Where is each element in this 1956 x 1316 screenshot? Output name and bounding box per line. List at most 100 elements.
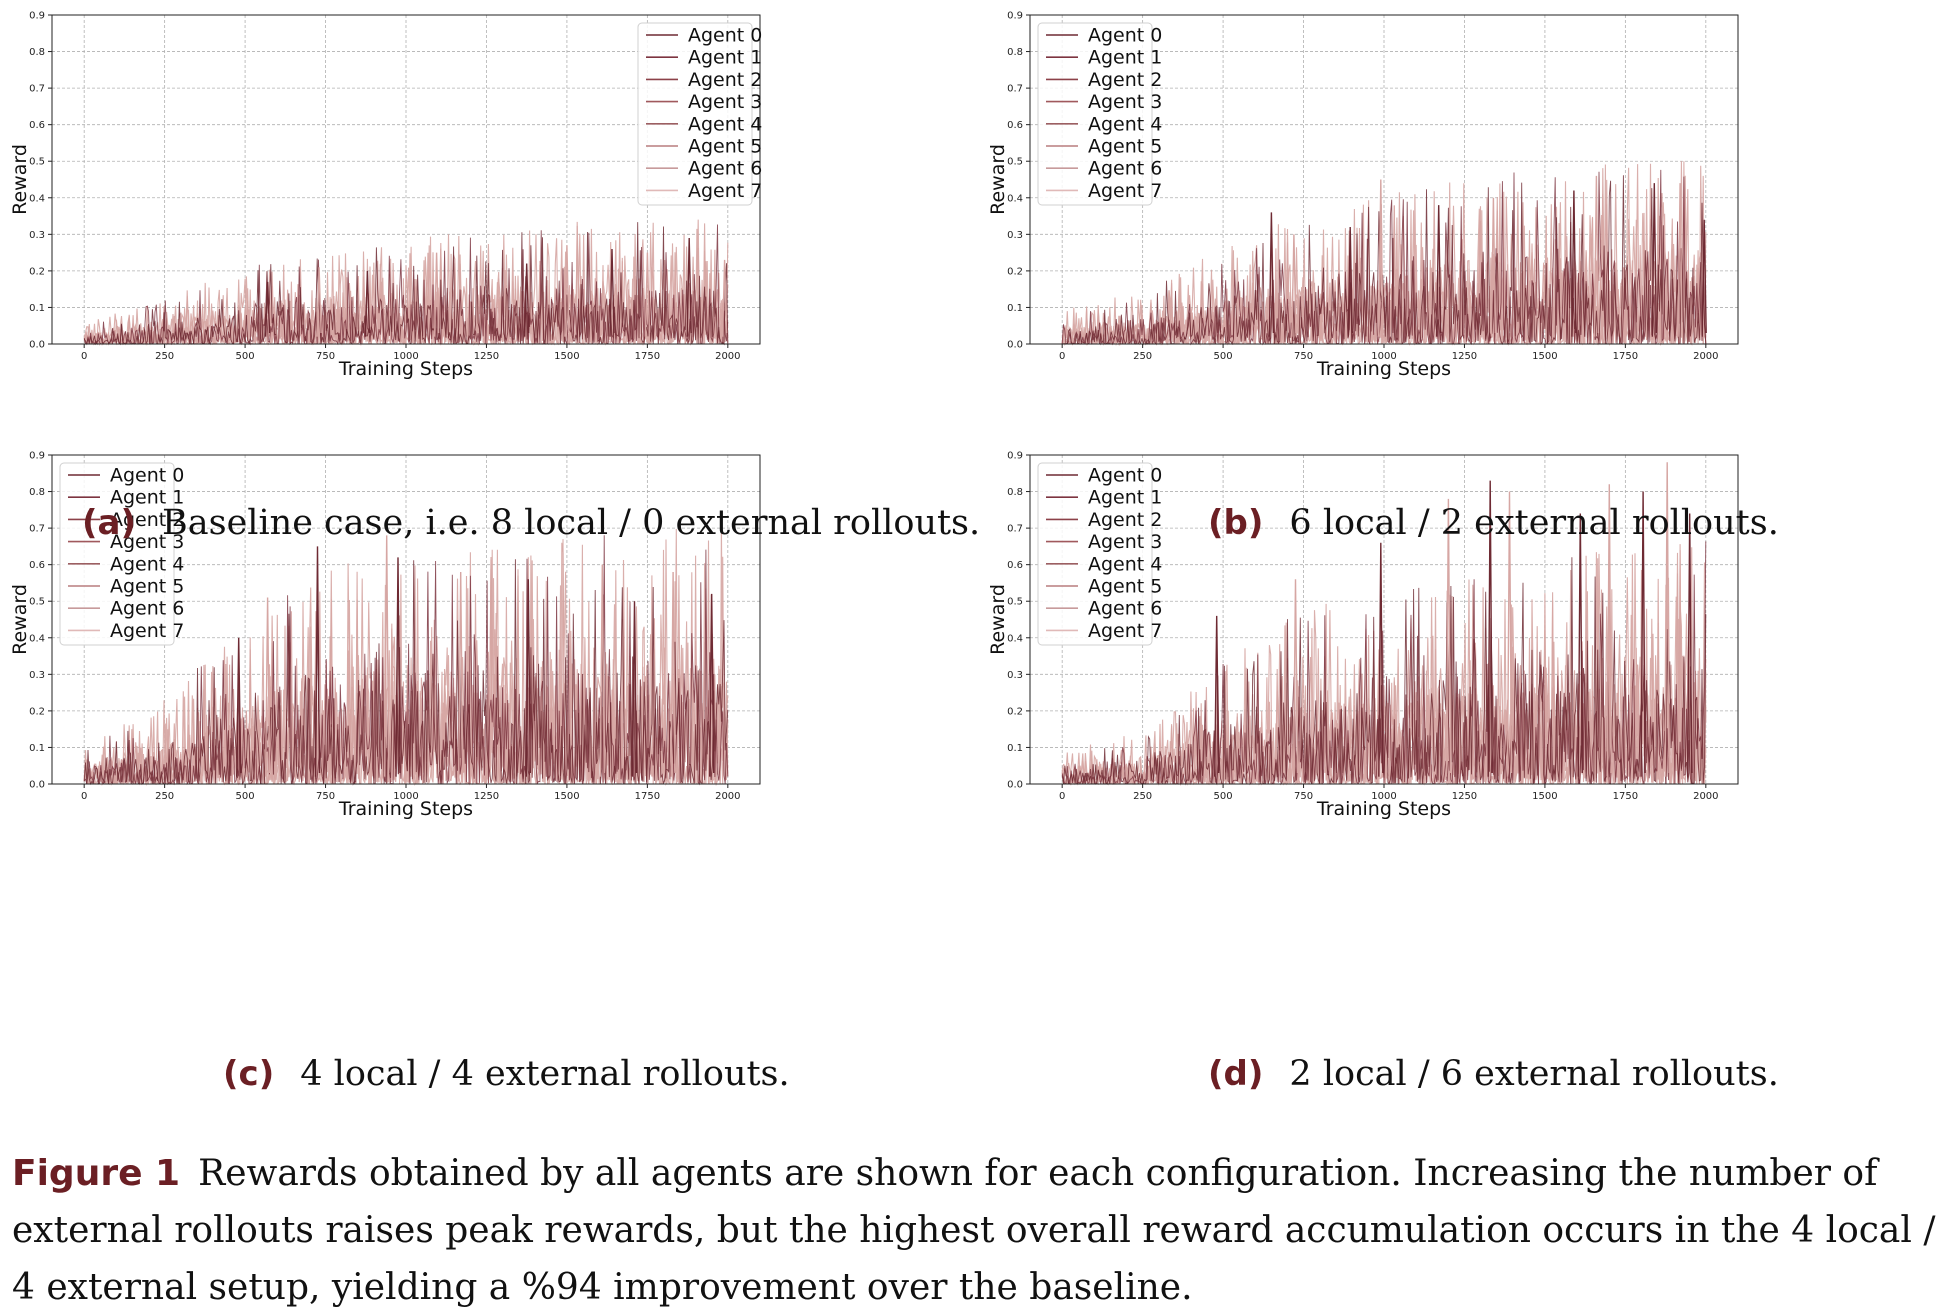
legend-label-agent-4: Agent 4 bbox=[1088, 553, 1162, 575]
x-axis-label: Training Steps bbox=[338, 358, 473, 380]
chart-d: 0.0 0.1 0.2 0.3 0.4 0.5 0.6 0.7 0.8 0.9 0 250 500 750… bbox=[987, 451, 1739, 820]
peak-spike bbox=[1291, 234, 1297, 337]
series-group bbox=[83, 524, 729, 787]
y-tick-label: 0.7 bbox=[1007, 524, 1023, 535]
peak-spike bbox=[1701, 219, 1707, 337]
peak-spike bbox=[1445, 498, 1452, 777]
peak-spike bbox=[1214, 615, 1220, 777]
x-tick-label: 0 bbox=[81, 791, 87, 802]
y-tick-label: 0.7 bbox=[29, 84, 45, 95]
y-tick-label: 0.5 bbox=[1007, 157, 1023, 168]
x-tick-label: 750 bbox=[1294, 791, 1313, 802]
x-tick-label: 2000 bbox=[1693, 351, 1718, 362]
y-tick-label: 0.4 bbox=[1007, 633, 1023, 644]
x-tick-label: 1750 bbox=[1613, 351, 1638, 362]
x-tick-label: 500 bbox=[1214, 351, 1233, 362]
y-tick-label: 0.1 bbox=[29, 743, 45, 754]
x-tick-label: 1750 bbox=[635, 351, 660, 362]
peak-spike bbox=[395, 557, 401, 777]
subcaption-b-text: 6 local / 2 external rollouts. bbox=[1289, 503, 1779, 543]
x-tick-label: 500 bbox=[236, 351, 255, 362]
y-tick-label: 0.3 bbox=[1007, 670, 1023, 681]
legend-label-agent-5: Agent 5 bbox=[1088, 136, 1162, 158]
series-agent-2 bbox=[83, 223, 729, 346]
peak-spike bbox=[433, 252, 440, 337]
legend-label-agent-1: Agent 1 bbox=[688, 47, 762, 69]
y-tick-label: 0.6 bbox=[29, 560, 45, 571]
peak-spike bbox=[1378, 179, 1384, 337]
legend-label-agent-7: Agent 7 bbox=[110, 620, 184, 642]
peak-spike bbox=[644, 252, 651, 337]
subcaption-d-text: 2 local / 6 external rollouts. bbox=[1289, 1054, 1779, 1094]
x-tick-label: 1000 bbox=[1371, 791, 1396, 802]
x-tick-label: 750 bbox=[316, 351, 335, 362]
series-group bbox=[1061, 160, 1707, 347]
y-tick-label: 0.8 bbox=[29, 487, 45, 498]
legend-label-agent-7: Agent 7 bbox=[1088, 180, 1162, 202]
series-agent-0 bbox=[83, 222, 729, 346]
legend-label-agent-7: Agent 7 bbox=[688, 180, 762, 202]
peak-spike bbox=[709, 593, 715, 777]
y-tick-label: 0.4 bbox=[1007, 193, 1023, 204]
legend-label-agent-1: Agent 1 bbox=[1088, 47, 1162, 69]
peak-spike bbox=[458, 571, 464, 777]
peak-spike bbox=[1651, 183, 1657, 337]
y-tick-label: 0.6 bbox=[1007, 120, 1023, 131]
peak-spike bbox=[525, 579, 531, 777]
peak-spike bbox=[1268, 212, 1275, 337]
peak-spike bbox=[564, 245, 570, 337]
x-axis-label: Training Steps bbox=[338, 798, 473, 820]
legend-label-agent-7: Agent 7 bbox=[1088, 620, 1162, 642]
series-agent-0 bbox=[1061, 557, 1707, 786]
y-tick-label: 0.9 bbox=[1007, 11, 1023, 22]
subcaption-b-label: (b) bbox=[1208, 503, 1264, 543]
x-tick-label: 750 bbox=[1294, 351, 1313, 362]
legend-label-agent-4: Agent 4 bbox=[688, 113, 762, 135]
figure-caption: Figure 1 Rewards obtained by all agents a… bbox=[12, 1145, 1947, 1316]
peak-spike bbox=[1606, 484, 1612, 777]
subcaption-d-label: (d) bbox=[1208, 1054, 1264, 1094]
x-tick-label: 1000 bbox=[393, 351, 418, 362]
x-tick-label: 1250 bbox=[474, 351, 499, 362]
x-tick-label: 2000 bbox=[715, 791, 740, 802]
y-tick-label: 0.6 bbox=[29, 120, 45, 131]
subcaption-a: (a) Baseline case, i.e. 8 local / 0 exter… bbox=[82, 503, 980, 543]
x-tick-label: 2000 bbox=[1693, 791, 1718, 802]
legend-label-agent-5: Agent 5 bbox=[688, 136, 762, 158]
x-tick-label: 1000 bbox=[393, 791, 418, 802]
peak-spike bbox=[670, 571, 676, 777]
peak-spike bbox=[599, 564, 605, 777]
x-tick-label: 1500 bbox=[1532, 351, 1557, 362]
x-tick-label: 750 bbox=[316, 791, 335, 802]
legend-label-agent-2: Agent 2 bbox=[1088, 509, 1162, 531]
legend-box bbox=[1037, 462, 1153, 646]
series-group bbox=[83, 219, 729, 347]
chart-b: 0.0 0.1 0.2 0.3 0.4 0.5 0.6 0.7 0.8 0.9 0 250 500 750… bbox=[987, 11, 1739, 380]
y-tick-label: 0.6 bbox=[1007, 560, 1023, 571]
legend-box bbox=[637, 22, 753, 206]
subcaption-b: (b) 6 local / 2 external rollouts. bbox=[1208, 503, 1779, 543]
x-tick-label: 0 bbox=[1059, 351, 1065, 362]
figure-caption-text: Rewards obtained by all agents are shown… bbox=[12, 1153, 1936, 1308]
x-tick-label: 0 bbox=[81, 351, 87, 362]
y-tick-label: 0.2 bbox=[1007, 706, 1023, 717]
x-tick-label: 1750 bbox=[635, 791, 660, 802]
y-axis-label: Reward bbox=[987, 584, 1009, 655]
x-tick-label: 1500 bbox=[554, 351, 579, 362]
x-tick-label: 1000 bbox=[1371, 351, 1396, 362]
legend-label-agent-4: Agent 4 bbox=[110, 553, 184, 575]
peak-spike bbox=[1687, 513, 1693, 777]
legend-label-agent-6: Agent 6 bbox=[1088, 598, 1162, 620]
peak-spike bbox=[686, 237, 692, 337]
peak-spike bbox=[364, 270, 371, 337]
x-axis-label: Training Steps bbox=[1316, 358, 1451, 380]
peak-spike bbox=[264, 281, 271, 337]
y-tick-label: 0.2 bbox=[29, 706, 45, 717]
subcaption-a-text: Baseline case, i.e. 8 local / 0 external… bbox=[162, 503, 981, 543]
chart-c: 0.0 0.1 0.2 0.3 0.4 0.5 0.6 0.7 0.8 0.9 0 250 500 750… bbox=[9, 451, 761, 820]
x-tick-label: 500 bbox=[236, 791, 255, 802]
y-tick-label: 0.0 bbox=[1007, 780, 1023, 791]
y-tick-label: 0.1 bbox=[1007, 743, 1023, 754]
